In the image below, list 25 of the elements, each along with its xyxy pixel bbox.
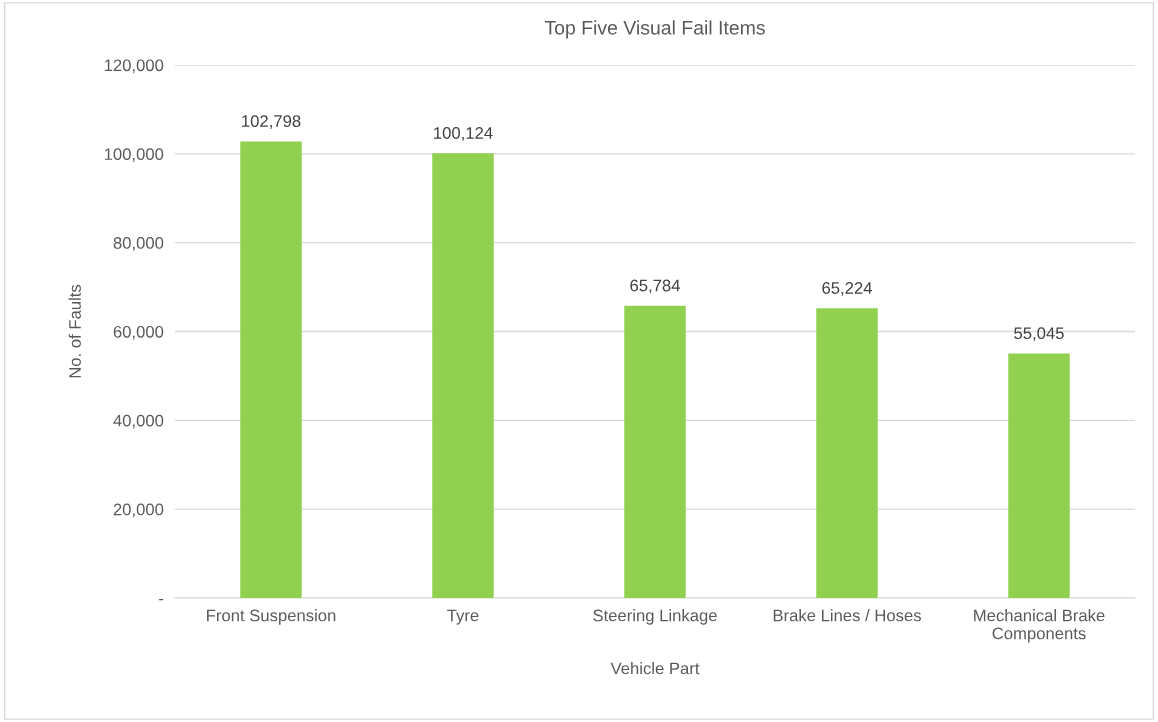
y-tick-label: 100,000 <box>104 148 164 163</box>
x-tick-label: Front Suspension <box>207 609 336 625</box>
data-label: 102,798 <box>242 115 301 129</box>
x-axis-title: Vehicle Part <box>610 662 700 675</box>
y-axis-title: No. of Faults <box>68 284 81 378</box>
bar <box>432 153 494 598</box>
bar <box>816 308 878 598</box>
x-tick-label: Steering Linkage <box>593 609 717 625</box>
bar <box>1008 353 1070 598</box>
x-tick-label: Tyre <box>447 609 479 625</box>
x-tick-label: Mechanical Brake Components <box>974 609 1105 643</box>
y-tick-label: 40,000 <box>113 414 164 429</box>
y-tick-label: 120,000 <box>104 59 164 74</box>
y-tick-label: 80,000 <box>113 237 164 251</box>
y-tick-label: 20,000 <box>113 503 164 518</box>
data-label: 55,045 <box>1014 327 1064 342</box>
x-tick-label: Brake Lines / Hoses <box>773 609 921 622</box>
chart-title: Top Five Visual Fail Items <box>544 20 765 39</box>
y-tick-label: - <box>159 598 164 601</box>
data-label: 65,224 <box>822 282 872 296</box>
data-label: 65,784 <box>630 279 680 294</box>
data-label: 100,124 <box>434 127 493 141</box>
y-tick-label: 60,000 <box>113 325 164 340</box>
bar <box>624 305 686 598</box>
bar <box>240 141 302 598</box>
